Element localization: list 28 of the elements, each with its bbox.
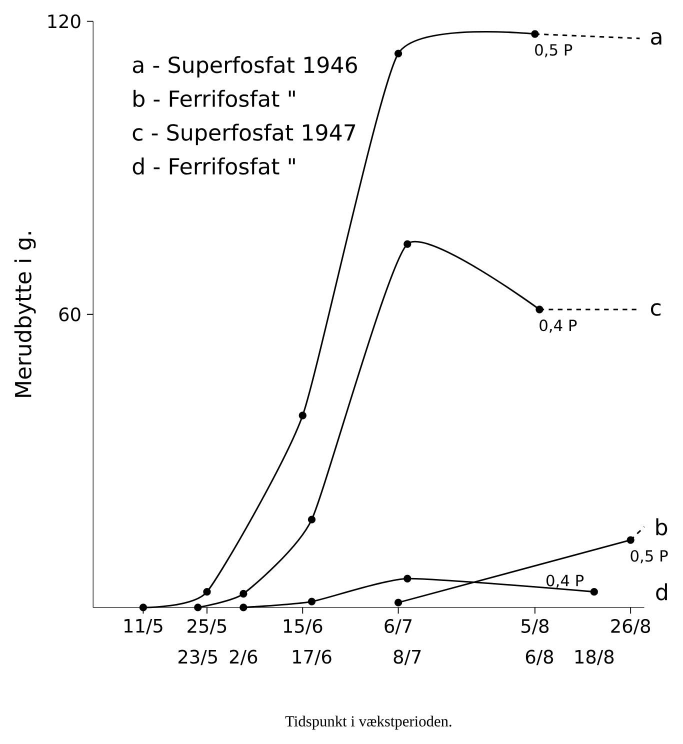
annotation: d - Ferrifosfat "	[132, 158, 295, 175]
annotation: 0,5 P	[630, 550, 668, 564]
x-tick-label: 25/5	[187, 619, 226, 634]
annotation: b - Ferrifosfat "	[133, 90, 295, 108]
x2-tick-label: 23/5	[178, 650, 217, 666]
series-label: c	[650, 303, 660, 316]
x-tick-label: 11/5	[124, 619, 162, 634]
text: d	[656, 583, 667, 600]
x2-tick-label: 17/6	[292, 650, 332, 666]
y-tick-label: 60	[59, 307, 80, 322]
x2-tick-label: 2/6	[230, 650, 257, 666]
annotation: c - Superfosfat 1947	[132, 124, 355, 146]
series-label: a	[650, 32, 662, 45]
x2-tick-label: 8/7	[394, 650, 420, 666]
x2-tick-label: 18/8	[575, 650, 614, 666]
annotation: 0,5 P	[534, 44, 572, 58]
x-tick-label: 26/8	[611, 619, 650, 634]
x-tick-label: 5/8	[521, 619, 548, 634]
x2-tick-label: 6/8	[526, 650, 553, 666]
y-axis-title: Merudbytte i g.	[14, 232, 36, 397]
y-tick-label: 120	[48, 14, 80, 28]
series-label: b	[656, 518, 667, 536]
annotation: 0,4 P	[546, 574, 584, 588]
x-axis-title: Tidspunkt i vækstperioden.	[285, 716, 452, 730]
annotation: a - Superfosfat 1946	[132, 56, 357, 78]
x-tick-label: 6/7	[384, 619, 412, 634]
annotation: 0,4 P	[539, 320, 577, 333]
x-tick-label: 15/6	[284, 619, 322, 634]
